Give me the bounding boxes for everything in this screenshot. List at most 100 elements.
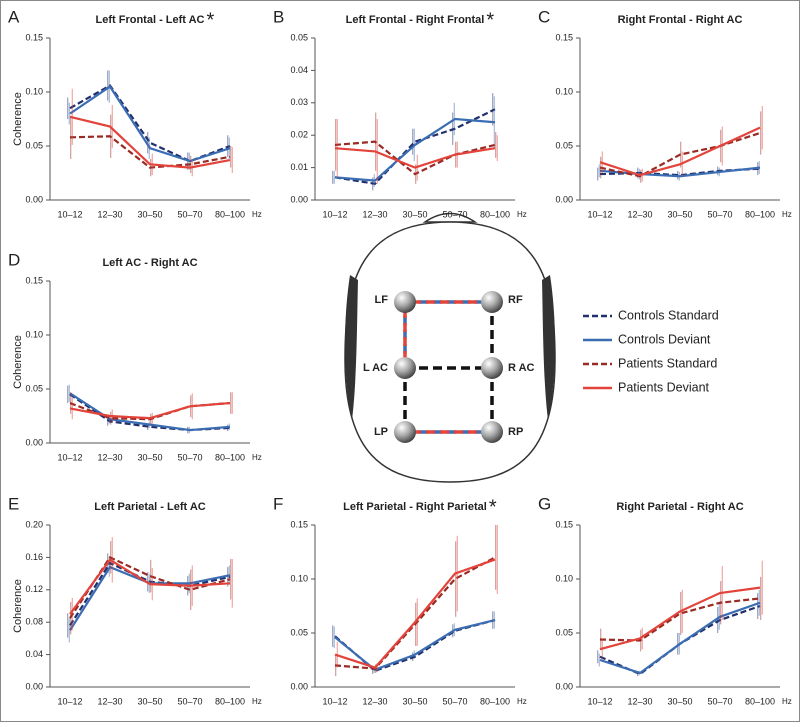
series-line [334,117,496,182]
series-line [334,618,496,671]
x-tick-label: 12–30 [97,452,122,462]
x-tick-label: 12–30 [97,209,122,219]
panel-label: E [8,494,19,513]
x-tick-label: 30–50 [667,696,692,706]
y-axis-label: Coherence [12,92,24,146]
x-tick-label: 10–12 [57,696,82,706]
series-line [69,115,231,169]
panel-label: A [8,7,20,26]
series-line [599,601,761,675]
y-axis-label: Coherence [12,579,24,633]
y-tick-label: 0.10 [290,573,308,583]
node-label: LP [374,426,388,438]
panel-label: C [538,7,550,26]
node-label: RF [508,294,523,306]
x-unit: Hz [252,210,262,219]
x-unit: Hz [782,697,792,706]
series-line [69,392,231,432]
x-tick-label: 50–70 [707,209,732,219]
x-tick-label: 10–12 [587,209,612,219]
series-line [599,131,761,178]
x-unit: Hz [252,453,262,462]
x-tick-label: 12–30 [362,696,387,706]
x-tick-label: 10–12 [322,696,347,706]
x-tick-label: 50–70 [177,452,202,462]
x-tick-label: 30–50 [402,209,427,219]
y-tick-label: 0.12 [25,584,43,594]
legend-label: Patients Deviant [618,380,710,394]
y-tick-label: 0.15 [25,275,43,285]
chart-title: Right Frontal - Right AC [618,14,743,26]
x-tick-label: 30–50 [402,696,427,706]
chart-title: Right Parietal - Right AC [616,501,743,513]
y-tick-label: 0.10 [555,86,573,96]
x-tick-label: 12–30 [627,696,652,706]
x-tick-label: 10–12 [57,452,82,462]
panel-label: B [273,7,284,26]
series-line [334,556,496,670]
y-tick-label: 0.05 [555,627,573,637]
x-tick-label: 30–50 [667,209,692,219]
y-tick-label: 0.10 [555,573,573,583]
y-tick-label: 0.15 [290,519,308,529]
series-line [334,140,496,176]
y-tick-label: 0.15 [555,519,573,529]
y-tick-label: 0.05 [290,32,308,42]
y-tick-label: 0.05 [25,140,43,150]
y-tick-label: 0.00 [25,437,43,447]
x-tick-label: 10–12 [322,209,347,219]
x-unit: Hz [252,697,262,706]
chart-title: Left AC - Right AC [102,257,197,269]
panel-label: D [8,250,20,269]
y-tick-label: 0.20 [25,519,43,529]
x-unit: Hz [782,210,792,219]
x-tick-label: 30–50 [137,696,162,706]
x-tick-label: 10–12 [587,696,612,706]
x-tick-label: 80–100 [480,696,510,706]
y-tick-label: 0.00 [25,681,43,691]
legend-label: Patients Standard [618,356,717,370]
panel-label: G [538,494,551,513]
chart-title: Left Parietal - Right Parietal [343,501,487,513]
y-tick-label: 0.00 [290,681,308,691]
x-tick-label: 80–100 [215,209,245,219]
x-tick-label: 50–70 [442,696,467,706]
y-tick-label: 0.00 [25,194,43,204]
significance-marker: * [489,496,497,518]
y-axis-label: Coherence [12,335,24,389]
series-line [69,558,231,615]
y-tick-label: 0.08 [25,617,43,627]
legend-label: Controls Standard [618,308,719,322]
x-tick-label: 80–100 [215,452,245,462]
x-tick-label: 12–30 [97,696,122,706]
chart-title: Left Parietal - Left AC [94,501,205,513]
series-line [334,147,496,169]
legend-label: Controls Deviant [618,332,711,346]
series-line [599,126,761,177]
x-tick-label: 80–100 [745,696,775,706]
y-tick-label: 0.00 [290,194,308,204]
x-tick-label: 50–70 [442,209,467,219]
series-line [334,108,496,185]
panel-label: F [273,494,283,513]
node-label: LF [375,294,389,306]
y-tick-label: 0.04 [290,65,308,75]
series-line [69,556,231,619]
series-line [69,561,231,627]
x-tick-label: 10–12 [57,209,82,219]
y-tick-label: 0.05 [290,627,308,637]
series-line [599,604,761,676]
chart-title: Left Frontal - Right Frontal [346,14,485,26]
x-tick-label: 80–100 [480,209,510,219]
y-tick-label: 0.05 [25,383,43,393]
x-tick-label: 50–70 [177,209,202,219]
head-diagram: LF RF L AC R AC LP RP [344,212,556,483]
chart-title: Left Frontal - Left AC [96,14,205,26]
x-tick-label: 30–50 [137,209,162,219]
node-label: L AC [363,362,388,374]
x-unit: Hz [517,697,527,706]
series-line [334,558,496,669]
y-tick-label: 0.15 [555,32,573,42]
node-label: R AC [508,362,535,374]
